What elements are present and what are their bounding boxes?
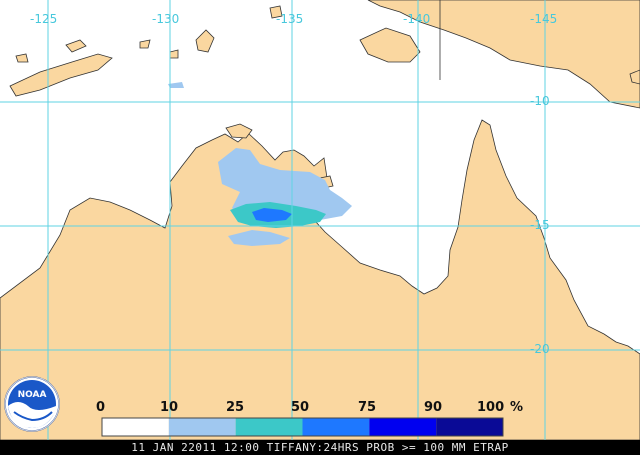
small-island-2 xyxy=(15,53,29,63)
tanimbar-island xyxy=(195,29,215,53)
probability-area-10-25-dot xyxy=(168,82,184,88)
legend-label-100: 100 xyxy=(477,400,505,415)
lon-label-140: -140 xyxy=(403,12,431,26)
small-island-3 xyxy=(139,39,151,49)
probability-area-10-25-south xyxy=(228,230,290,246)
legend-colorbar xyxy=(101,417,504,437)
lon-label-125: -125 xyxy=(30,12,58,26)
noaa-logo-text: NOAA xyxy=(18,390,47,400)
legend-bin-10-25 xyxy=(168,418,236,436)
legend-bin-90-100 xyxy=(436,418,503,436)
lon-label-130: -130 xyxy=(152,12,180,26)
legend-frame xyxy=(101,417,504,437)
lat-label-20: -20 xyxy=(530,342,550,356)
legend-label-10: 10 xyxy=(160,400,179,415)
islands-north-png xyxy=(629,69,640,85)
lon-label-145: -145 xyxy=(530,12,558,26)
probability-area-50-75 xyxy=(252,208,292,222)
new-guinea-landmass xyxy=(367,0,640,109)
new-guinea-peninsula xyxy=(359,27,421,63)
legend-label-25: 25 xyxy=(226,400,245,415)
legend-label-90: 90 xyxy=(424,400,443,415)
small-island-1 xyxy=(65,39,87,53)
lat-label-15: -15 xyxy=(530,218,550,232)
graticule xyxy=(0,0,640,440)
status-text: 11 JAN 22011 12:00 TIFFANY:24HRS PROB >=… xyxy=(131,441,509,454)
legend-label-0: 0 xyxy=(96,400,106,415)
legend-unit: % xyxy=(510,400,524,415)
legend-label-50: 50 xyxy=(291,400,310,415)
lon-label-135: -135 xyxy=(276,12,304,26)
legend-label-75: 75 xyxy=(358,400,377,415)
melville-island xyxy=(225,123,253,139)
legend-bin-0-10 xyxy=(102,418,169,436)
small-island-5 xyxy=(269,5,283,19)
status-bar: 11 JAN 22011 12:00 TIFFANY:24HRS PROB >=… xyxy=(0,440,640,455)
noaa-logo-icon: NOAA xyxy=(4,376,60,432)
legend-bin-50-75 xyxy=(302,418,370,436)
legend-bin-25-50 xyxy=(235,418,303,436)
timor-island xyxy=(9,53,113,97)
lat-label-10: -10 xyxy=(530,94,550,108)
legend-bin-75-90 xyxy=(369,418,437,436)
